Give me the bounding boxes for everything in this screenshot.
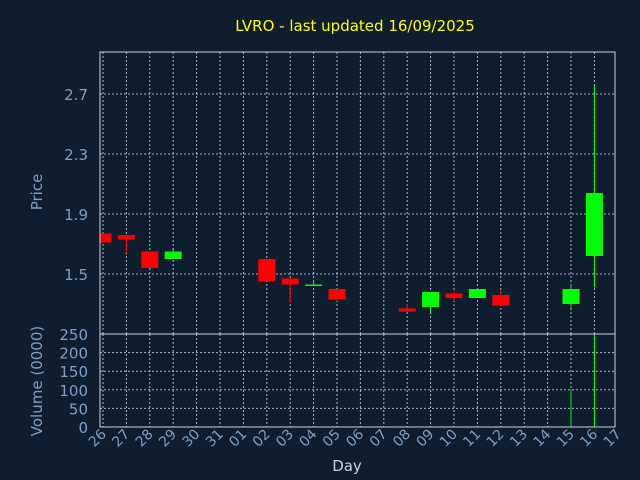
volume-tick-label: 250	[59, 326, 88, 344]
candle-body	[328, 289, 346, 300]
candle-body	[562, 289, 580, 304]
price-tick-label: 2.7	[64, 86, 88, 104]
price-axis-label: Price	[28, 174, 46, 211]
volume-panel-frame	[99, 333, 616, 428]
candle-body	[258, 259, 276, 282]
grid-lines	[100, 52, 615, 427]
candle-body	[585, 193, 603, 256]
price-tick-label: 1.5	[64, 266, 88, 284]
candle-body	[468, 289, 486, 298]
volume-axis-label: Volume (0000)	[28, 326, 46, 436]
volume-tick-label: 100	[59, 382, 88, 400]
candle-body	[422, 292, 440, 307]
candle-body	[164, 251, 182, 259]
volume-bars	[570, 334, 595, 427]
price-tick-label: 2.3	[64, 146, 88, 164]
volume-tick-label: 50	[69, 400, 88, 418]
volume-tick-label: 150	[59, 363, 88, 381]
candle-body	[100, 233, 112, 243]
candle-body	[492, 295, 510, 306]
candles	[100, 85, 603, 313]
candle-body	[141, 251, 159, 268]
candle-body	[305, 284, 323, 286]
volume-tick-label: 200	[59, 345, 88, 363]
price-tick-label: 1.9	[64, 206, 88, 224]
candle-body	[117, 235, 135, 240]
x-axis-label: Day	[332, 457, 362, 475]
volume-tick-label: 0	[78, 419, 88, 437]
chart-title: LVRO - last updated 16/09/2025	[235, 17, 475, 35]
candle-body	[281, 278, 299, 285]
candle-body	[445, 293, 463, 298]
candle-body	[398, 308, 416, 312]
